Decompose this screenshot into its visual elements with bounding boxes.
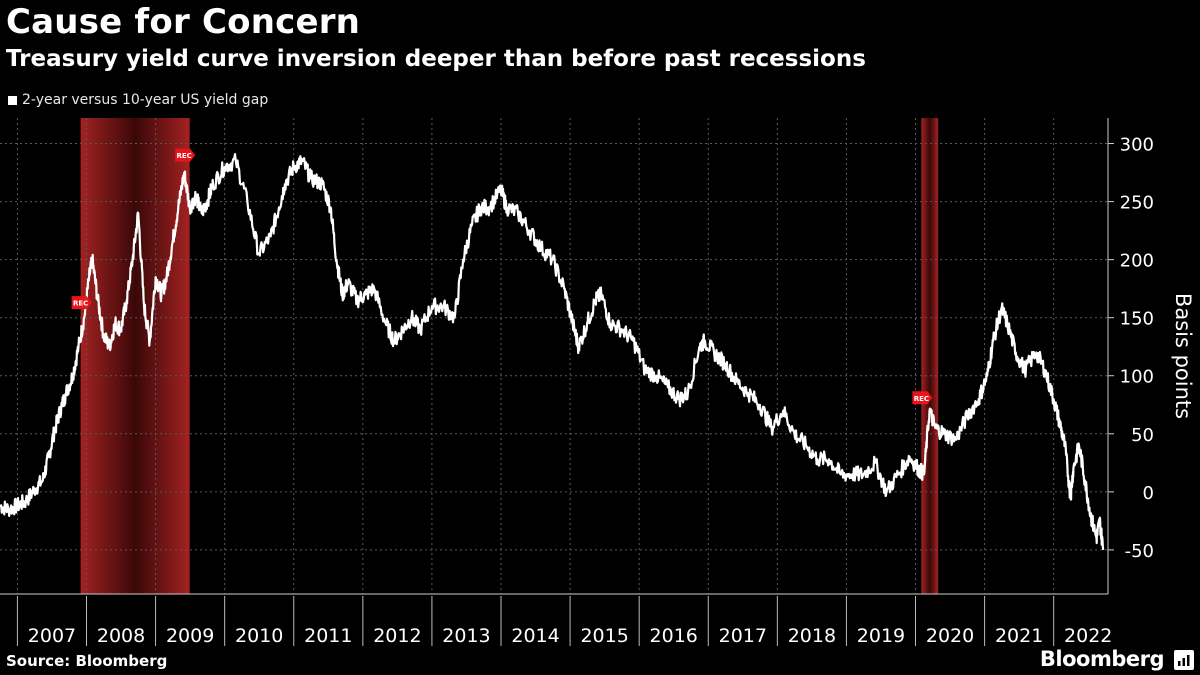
ytick-label-300: 300 (1120, 135, 1154, 156)
xtick-label-2010: 2010 (235, 625, 283, 647)
xtick-label-2022: 2022 (1064, 625, 1112, 647)
xtick-label-2008: 2008 (97, 625, 145, 647)
xtick-label-2015: 2015 (580, 625, 628, 647)
xtick-label-2019: 2019 (857, 625, 905, 647)
rec-marker-label-2: REC (177, 152, 192, 160)
xtick-label-2011: 2011 (304, 625, 352, 647)
legend-swatch (8, 95, 17, 105)
ytick-label-250: 250 (1120, 193, 1154, 214)
xtick-label-2020: 2020 (926, 625, 974, 647)
chart-title: Cause for Concern (6, 2, 361, 42)
ytick-label-200: 200 (1120, 251, 1154, 272)
ytick-label-100: 100 (1120, 367, 1154, 388)
xtick-label-2007: 2007 (28, 625, 76, 647)
rec-marker-3 (912, 391, 933, 405)
rec-marker-label-3: REC (914, 395, 929, 403)
ytick-label--50: -50 (1125, 541, 1154, 562)
ytick-label-50: 50 (1131, 425, 1154, 446)
y-axis-title: Basis points (1171, 293, 1195, 419)
xtick-label-2018: 2018 (788, 625, 836, 647)
xtick-label-2014: 2014 (511, 625, 559, 647)
series-line-yield-gap (0, 153, 1105, 551)
xtick-label-2021: 2021 (995, 625, 1043, 647)
brand-badge-icon (1174, 650, 1194, 670)
ytick-label-150: 150 (1120, 309, 1154, 330)
legend: 2-year versus 10-year US yield gap (8, 92, 268, 108)
xtick-label-2013: 2013 (442, 625, 490, 647)
rec-marker-label-1: REC (73, 300, 88, 308)
xtick-label-2012: 2012 (373, 625, 421, 647)
source-note: Source: Bloomberg (6, 652, 168, 670)
chart-subtitle: Treasury yield curve inversion deeper th… (6, 46, 866, 72)
rec-marker-1 (71, 296, 92, 310)
rec-marker-2 (175, 148, 196, 162)
legend-label: 2-year versus 10-year US yield gap (22, 92, 269, 108)
xtick-label-2009: 2009 (166, 625, 214, 647)
brand-logo: Bloomberg (1039, 647, 1165, 671)
ytick-label-0: 0 (1143, 483, 1154, 504)
xtick-label-2017: 2017 (719, 625, 767, 647)
recession-band-1 (80, 118, 190, 594)
xtick-label-2016: 2016 (650, 625, 698, 647)
recession-band-2 (921, 118, 939, 594)
